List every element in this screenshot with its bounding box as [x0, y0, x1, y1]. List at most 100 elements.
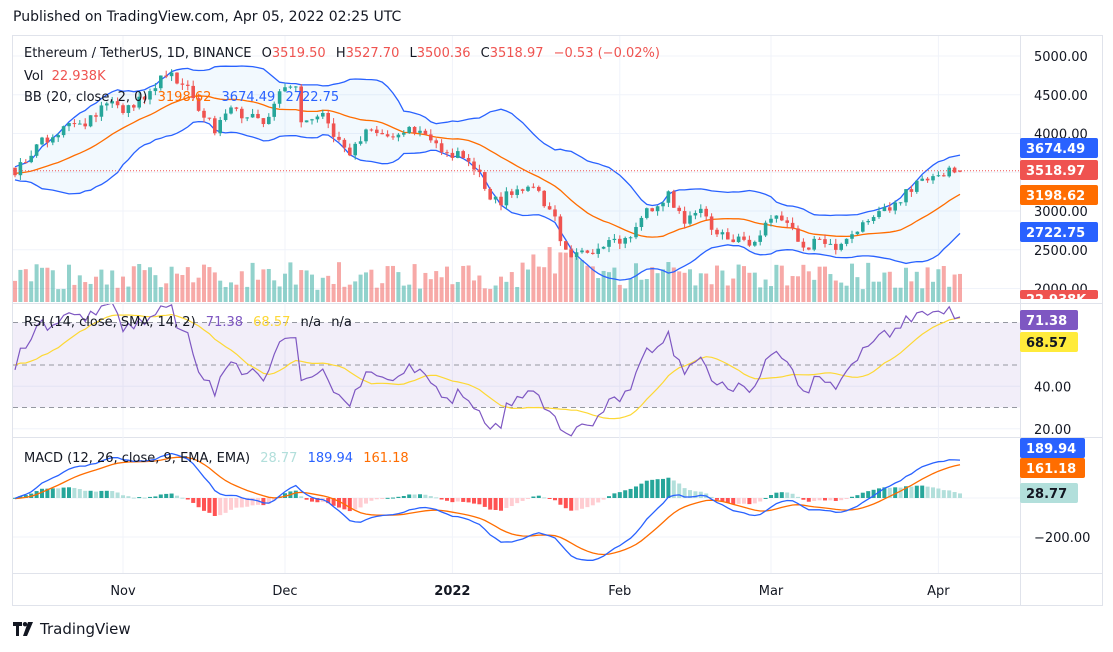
macd-histogram-bar	[758, 498, 763, 502]
bb-lower-badge-bg	[1020, 222, 1098, 242]
macd-histogram-bar	[77, 489, 82, 498]
volume-bar	[725, 285, 730, 302]
candle-body	[488, 188, 492, 200]
rsi-pane[interactable]	[13, 303, 1020, 437]
candle-body	[99, 105, 104, 117]
volume-label: Vol	[24, 69, 43, 84]
candle-body	[515, 189, 519, 195]
macd-histogram-bar	[67, 487, 71, 498]
candle-body	[812, 238, 816, 250]
macd-histogram-bar	[153, 496, 158, 498]
volume-bar	[947, 286, 952, 302]
macd-histogram-bar	[688, 490, 692, 498]
macd-legend[interactable]: MACD (12, 26, close, 9, EMA, EMA) 28.77 …	[24, 451, 409, 466]
macd-histogram-bar	[677, 483, 682, 498]
bb-basis-badge: 3198.62	[1026, 189, 1085, 204]
macd-histogram-bar	[612, 493, 617, 498]
volume-bar	[56, 289, 61, 302]
macd-histogram-bar	[191, 498, 196, 503]
axes[interactable]: 5000.004500.004000.003000.002500.002000.…	[110, 50, 1098, 599]
volume-bar	[644, 279, 649, 302]
change-value: −0.53 (−0.02%)	[554, 46, 660, 61]
volume-bar	[752, 272, 757, 302]
candle-body	[24, 162, 28, 164]
macd-histogram-bar	[893, 487, 898, 498]
volume-bar	[466, 265, 471, 302]
volume-bar	[612, 267, 617, 302]
volume-bar	[823, 266, 827, 302]
volume-bar	[137, 264, 142, 302]
candle-body	[947, 167, 951, 177]
candle-body	[461, 151, 465, 158]
macd-histogram-bar	[283, 493, 287, 498]
macd-histogram-bar	[558, 498, 563, 505]
volume-bar	[655, 273, 660, 302]
candle-body	[83, 123, 87, 127]
macd-histogram-bar	[88, 490, 93, 498]
macd-histogram-bar	[245, 498, 250, 507]
macd-signal-badge: 161.18	[1026, 462, 1076, 477]
high-value: 3527.70	[346, 46, 400, 61]
macd-histogram-bar	[601, 498, 606, 500]
macd-histogram-bar	[148, 496, 152, 498]
candle-body	[423, 130, 428, 135]
volume-bar	[553, 273, 557, 302]
macd-histogram-bar	[569, 498, 574, 511]
volume-bar	[40, 267, 44, 302]
macd-value: 189.94	[308, 451, 354, 466]
volume-bar	[450, 284, 455, 302]
volume-bar	[304, 270, 309, 302]
volume-bar	[131, 266, 136, 302]
candle-body	[553, 209, 557, 217]
volume-badge-bg	[1020, 290, 1098, 299]
candle-body	[13, 167, 17, 176]
candle-body	[456, 151, 460, 158]
candle-body	[720, 232, 725, 235]
macd-histogram-bar	[914, 485, 919, 498]
macd-histogram-bar	[650, 479, 655, 498]
price-pane[interactable]	[13, 65, 1020, 302]
volume-bar	[817, 266, 822, 302]
rsi-badge-bg	[1020, 310, 1078, 330]
volume-bar	[353, 281, 358, 302]
macd-badge-bg	[1020, 438, 1085, 458]
volume-bar	[229, 282, 233, 302]
volume-bar	[747, 272, 752, 302]
candle-body	[839, 243, 843, 250]
volume-bar	[688, 269, 692, 302]
volume-bar	[855, 277, 860, 302]
volume-bar	[50, 270, 55, 302]
bb-legend[interactable]: BB (20, close, 2, 0) 3198.62 3674.49 272…	[24, 90, 339, 105]
volume-bar	[504, 281, 509, 302]
volume-bar	[580, 260, 584, 302]
candle-body	[850, 234, 854, 239]
volume-bar	[871, 281, 876, 302]
macd-histogram-bar	[580, 498, 584, 509]
volume-bar	[898, 287, 903, 302]
rsi-tick-label: 40.00	[1034, 380, 1071, 395]
symbol-legend[interactable]: Ethereum / TetherUS, 1D, BINANCE O3519.5…	[24, 46, 660, 61]
macd-histogram-bar	[671, 480, 676, 498]
rsi-label: RSI (14, close, SMA, 14, 2)	[24, 315, 196, 330]
candle-body	[337, 136, 341, 140]
volume-bar	[115, 287, 120, 302]
rsi-legend[interactable]: RSI (14, close, SMA, 14, 2) 71.38 68.57 …	[24, 315, 352, 330]
macd-pane[interactable]	[13, 452, 962, 561]
macd-histogram-bar	[331, 498, 336, 506]
candle-body	[380, 132, 384, 135]
volume-bar	[526, 269, 530, 302]
volume-bar	[812, 279, 817, 302]
tradingview-brand[interactable]: TradingView	[40, 620, 131, 638]
volume-bar	[769, 286, 773, 302]
volume-legend[interactable]: Vol 22.938K	[24, 69, 106, 84]
candle-body	[445, 152, 449, 154]
volume-bar	[358, 274, 363, 302]
volume-bar	[596, 278, 601, 302]
macd-signal-badge-bg	[1020, 458, 1085, 478]
candle-body	[655, 206, 660, 212]
candle-body	[429, 134, 433, 141]
last-price-badge: 3518.97	[1026, 164, 1085, 179]
candle-body	[477, 169, 482, 173]
macd-histogram-bar	[369, 498, 374, 501]
